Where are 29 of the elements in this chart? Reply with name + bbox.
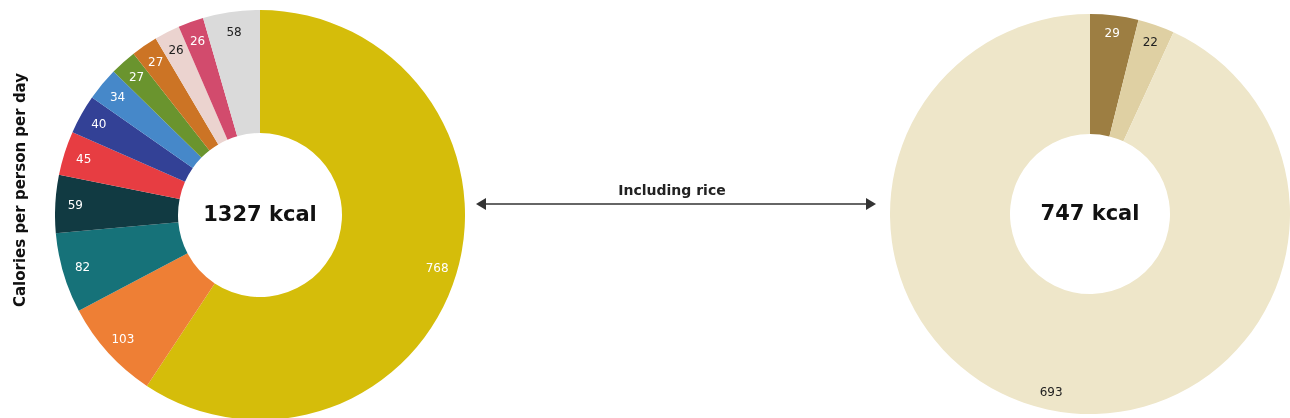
donut-slice bbox=[78, 253, 215, 386]
text: 747 kcal bbox=[1040, 201, 1140, 225]
data-label: 40 bbox=[91, 117, 107, 132]
data-label: 26 bbox=[189, 33, 206, 48]
data-label: 45 bbox=[76, 152, 92, 167]
data-label: 82 bbox=[74, 260, 91, 275]
data-label: 768 bbox=[425, 261, 449, 276]
donut-slice bbox=[1090, 14, 1139, 137]
data-label: 34 bbox=[109, 89, 126, 104]
data-label: 103 bbox=[111, 332, 135, 347]
text: Including rice bbox=[618, 182, 726, 198]
text: Calories per person per day bbox=[11, 72, 29, 308]
donut-slice bbox=[55, 174, 180, 234]
text: 1327 kcal bbox=[203, 202, 317, 226]
data-label: 27 bbox=[128, 70, 145, 85]
data-label: 29 bbox=[1104, 26, 1120, 41]
donut-slice bbox=[203, 10, 260, 137]
donut-slice bbox=[146, 10, 465, 418]
donut-slice bbox=[55, 222, 188, 311]
data-label: 693 bbox=[1039, 384, 1063, 399]
data-label: 27 bbox=[148, 55, 164, 70]
donut-slice bbox=[58, 132, 185, 199]
data-label: 22 bbox=[1142, 35, 1158, 50]
donut-slice bbox=[113, 53, 210, 158]
data-label: 26 bbox=[168, 43, 184, 58]
donut-slice bbox=[91, 71, 202, 169]
data-label: 59 bbox=[67, 197, 83, 212]
donut-slice bbox=[890, 14, 1290, 414]
data-label: 58 bbox=[226, 24, 242, 39]
